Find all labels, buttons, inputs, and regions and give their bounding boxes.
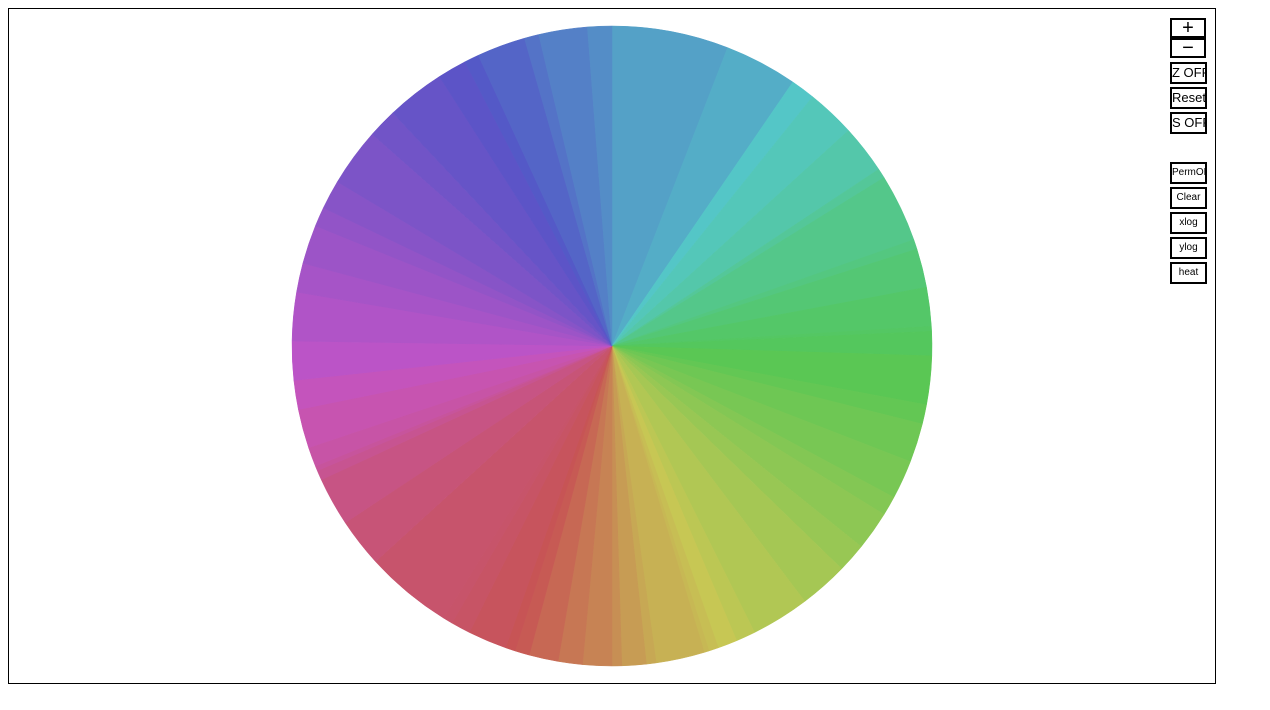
zoom-in-button[interactable]: + — [1170, 18, 1206, 38]
plot-area[interactable]: + − Z OFF Reset S OFF PermON Clear xlog … — [8, 8, 1216, 684]
perm-toggle-button[interactable]: PermON — [1170, 162, 1207, 184]
ylog-button[interactable]: ylog — [1170, 237, 1207, 259]
clear-button[interactable]: Clear — [1170, 187, 1207, 209]
s-toggle-button[interactable]: S OFF — [1170, 112, 1207, 134]
reset-button[interactable]: Reset — [1170, 87, 1207, 109]
pie-slice[interactable] — [587, 25, 613, 347]
heat-button[interactable]: heat — [1170, 262, 1207, 284]
zoom-out-button[interactable]: − — [1170, 38, 1206, 58]
pie-chart[interactable] — [9, 9, 1215, 683]
xlog-button[interactable]: xlog — [1170, 212, 1207, 234]
z-toggle-button[interactable]: Z OFF — [1170, 62, 1207, 84]
